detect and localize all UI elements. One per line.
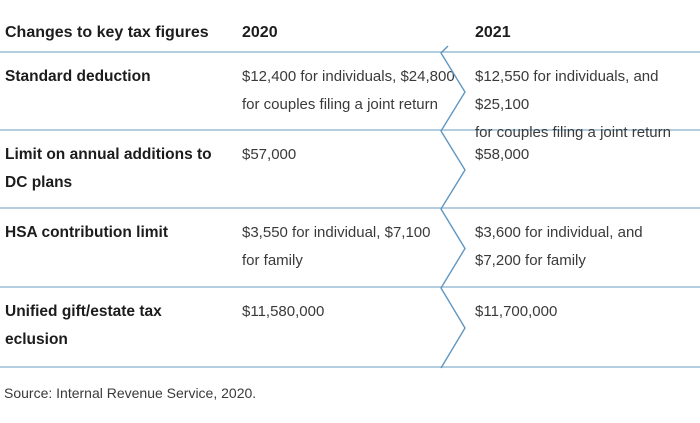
cell-2021: $3,600 for individual, and $7,200 for fa… (475, 224, 643, 269)
row-label: Limit on annual additions to DC plans (5, 146, 212, 191)
row-label: Standard deduction (5, 68, 151, 85)
table-title: Changes to key tax figures (5, 24, 209, 42)
table-row-standard-deduction: Standard deduction $12,400 for individua… (0, 53, 700, 141)
cell-2020: $3,550 for individual, $7,100 for family (242, 224, 431, 269)
table-row-dc-plan-limit: Limit on annual additions to DC plans $5… (0, 131, 700, 209)
table-row-gift-estate-exclusion: Unified gift/estate tax eclusion $11,580… (0, 288, 700, 368)
table-header-row: Changes to key tax figures 2020 2021 (0, 0, 700, 53)
table-row-hsa-limit: HSA contribution limit $3,550 for indivi… (0, 209, 700, 288)
col-header-2021: 2021 (475, 24, 511, 42)
cell-2021: $12,550 for individuals, and $25,100 for… (475, 68, 671, 141)
cell-2020: $12,400 for individuals, $24,800 for cou… (242, 68, 455, 113)
source-note: Source: Internal Revenue Service, 2020. (4, 385, 257, 401)
cell-2020: $57,000 (242, 146, 297, 163)
cell-2021: $58,000 (475, 146, 530, 163)
cell-2021: $11,700,000 (475, 303, 558, 320)
cell-2020: $11,580,000 (242, 303, 325, 320)
col-header-2020: 2020 (242, 24, 278, 42)
row-label: Unified gift/estate tax eclusion (5, 303, 162, 348)
row-label: HSA contribution limit (5, 224, 169, 241)
